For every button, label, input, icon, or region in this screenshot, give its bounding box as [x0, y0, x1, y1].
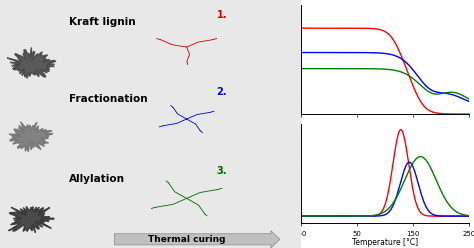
- Polygon shape: [7, 47, 56, 78]
- Text: 1.: 1.: [217, 10, 227, 20]
- Text: Kraft lignin: Kraft lignin: [69, 17, 136, 27]
- Polygon shape: [9, 122, 53, 152]
- Text: Allylation: Allylation: [69, 174, 125, 184]
- Text: 3.: 3.: [217, 166, 227, 176]
- Y-axis label: Storage modulus [MPa]: Storage modulus [MPa]: [270, 19, 277, 100]
- Y-axis label: Tan δ: Tan δ: [270, 164, 279, 184]
- Text: Thermal curing: Thermal curing: [148, 235, 225, 244]
- Text: Fractionation: Fractionation: [69, 94, 148, 104]
- Text: 2.: 2.: [217, 87, 227, 97]
- FancyArrow shape: [114, 231, 280, 248]
- Polygon shape: [9, 206, 54, 233]
- X-axis label: Temperature [°C]: Temperature [°C]: [352, 238, 418, 247]
